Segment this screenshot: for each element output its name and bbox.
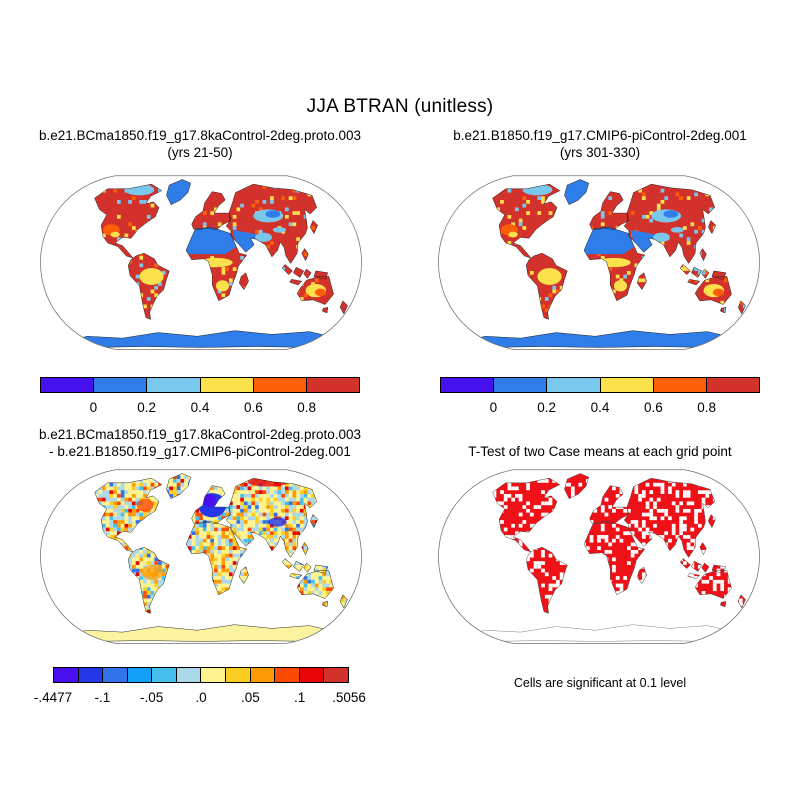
- colorbar-case1: 0 0.2 0.4 0.6 0.8: [40, 377, 360, 421]
- panel-title-ttest: T-Test of two Case means at each grid po…: [400, 443, 800, 460]
- world-map-case2: [438, 175, 760, 350]
- panel-title-case2-line2: (yrs 301-330): [559, 145, 641, 160]
- world-map-case1: [40, 175, 362, 350]
- colorbar-difference: -.4477 -.1 -.05.0.05.1.5056: [34, 667, 366, 711]
- world-map-difference: [40, 469, 362, 644]
- significance-note: Cells are significant at 0.1 level: [513, 676, 687, 690]
- world-map-ttest: [438, 469, 760, 644]
- panel-title-case1-line1: b.e21.BCma1850.f19_g17.8kaControl-2deg.p…: [39, 128, 361, 143]
- panel-title-difference-line1: b.e21.BCma1850.f19_g17.8kaControl-2deg.p…: [39, 427, 361, 442]
- panel-title-difference: b.e21.BCma1850.f19_g17.8kaControl-2deg.p…: [0, 426, 400, 460]
- panel-title-ttest-line1: T-Test of two Case means at each grid po…: [468, 444, 732, 459]
- panel-title-case2-line1: b.e21.B1850.f19_g17.CMIP6-piControl-2deg…: [453, 128, 747, 143]
- colorbar-case2: 0 0.2 0.4 0.6 0.8: [440, 377, 760, 421]
- panel-title-case2: b.e21.B1850.f19_g17.CMIP6-piControl-2deg…: [400, 127, 800, 161]
- panel-title-case1-line2: (yrs 21-50): [167, 145, 233, 160]
- figure-title: JJA BTRAN (unitless): [306, 96, 494, 117]
- panel-title-difference-line2: - b.e21.B1850.f19_g17.CMIP6-piControl-2d…: [49, 444, 351, 459]
- panel-title-case1: b.e21.BCma1850.f19_g17.8kaControl-2deg.p…: [0, 127, 400, 161]
